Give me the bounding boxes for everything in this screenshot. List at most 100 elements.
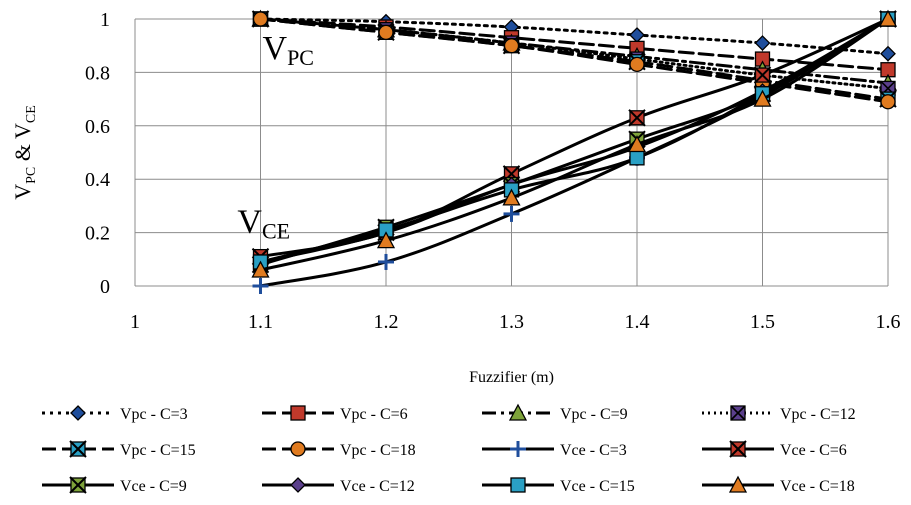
y-tick-label: 1 — [100, 9, 110, 31]
legend-label: Vpc - C=9 — [560, 406, 628, 423]
data-point — [251, 260, 270, 278]
data-point — [502, 188, 521, 206]
legend-label: Vce - C=18 — [780, 478, 855, 495]
data-point — [880, 94, 896, 110]
data-point — [628, 109, 646, 127]
y-tick-labels: 0 0.2 0.4 0.6 0.8 1 — [85, 9, 110, 298]
y-axis-title-part: V — [10, 184, 35, 200]
data-point — [378, 253, 394, 270]
series-line — [259, 17, 890, 90]
legend-label: Vpc - C=15 — [120, 442, 196, 459]
x-tick-label: 1.5 — [750, 311, 775, 333]
series-layer — [251, 9, 898, 294]
legend-label: Vce - C=9 — [120, 478, 187, 495]
data-point — [754, 35, 771, 51]
data-point — [70, 405, 86, 421]
series-line — [259, 17, 890, 272]
data-point — [69, 476, 87, 494]
x-tick-label: 1.2 — [374, 311, 399, 333]
annotation-base: V — [263, 30, 288, 67]
data-point — [510, 477, 526, 493]
legend-label: Vpc - C=18 — [340, 442, 416, 459]
data-point — [252, 278, 269, 294]
y-tick-label: 0.8 — [85, 62, 110, 84]
legend-item: Vce - C=9 — [42, 476, 187, 495]
data-point — [730, 405, 746, 421]
annotation-subscript: CE — [262, 219, 290, 244]
series-line — [259, 17, 890, 267]
legend-item: Vce - C=3 — [482, 441, 627, 459]
x-axis-title: Fuzzifier (m) — [469, 369, 554, 386]
legend: Vpc - C=3 Vpc - C=6 Vpc - C=9 Vpc - C=12 Vpc… — [42, 403, 856, 495]
grid-layer — [134, 18, 889, 287]
legend-item: Vpc - C=12 — [702, 405, 856, 423]
legend-item: Vce - C=15 — [482, 477, 635, 495]
y-tick-label: 0.6 — [85, 116, 110, 138]
legend-item: Vpc - C=18 — [262, 441, 416, 459]
legend-item: Vpc - C=9 — [482, 403, 628, 423]
data-point — [510, 441, 526, 457]
data-point — [627, 135, 647, 153]
data-point — [69, 440, 87, 458]
data-point — [252, 11, 269, 27]
data-point — [503, 205, 520, 222]
y-tick-label: 0.2 — [85, 223, 110, 245]
series-line — [259, 17, 890, 72]
series-12 — [251, 9, 898, 278]
y-tick-label: 0 — [100, 276, 110, 298]
legend-label: Vpc - C=3 — [120, 406, 188, 423]
series-line — [259, 17, 890, 264]
annotation-base: V — [237, 204, 262, 241]
data-point — [629, 27, 645, 43]
legend-label: Vce - C=6 — [780, 442, 847, 459]
data-point — [378, 24, 394, 40]
annotation-label: VCE — [237, 204, 290, 244]
data-point — [629, 150, 645, 166]
y-axis-title: VPC & VCE — [10, 105, 39, 200]
data-point — [753, 89, 772, 107]
data-point — [290, 405, 306, 421]
legend-item: Vce - C=18 — [702, 475, 855, 495]
y-tick-label: 0.4 — [85, 169, 110, 191]
y-axis-title-part: V — [10, 123, 35, 139]
annotation-label: VPC — [263, 30, 314, 70]
data-point — [753, 66, 772, 84]
data-point — [376, 231, 396, 249]
x-tick-label: 1.3 — [499, 311, 524, 333]
data-point — [503, 38, 520, 54]
x-tick-label: 1.1 — [248, 311, 273, 333]
y-axis-title-part: PC — [24, 167, 39, 184]
legend-item: Vpc - C=6 — [262, 405, 408, 423]
data-point — [729, 440, 747, 458]
y-axis-title-part: & — [10, 139, 35, 167]
data-point — [878, 9, 898, 27]
legend-label: Vce - C=12 — [340, 478, 415, 495]
data-point — [290, 477, 306, 493]
legend-label: Vpc - C=6 — [340, 406, 408, 423]
legend-item: Vpc - C=3 — [42, 405, 188, 423]
legend-item: Vpc - C=15 — [42, 440, 196, 459]
x-tick-labels: 1 1.1 1.2 1.3 1.4 1.5 1.6 — [130, 311, 901, 333]
annotation-subscript: PC — [287, 45, 314, 70]
data-point — [290, 441, 306, 457]
x-tick-label: 1 — [130, 311, 140, 333]
legend-item: Vce - C=12 — [262, 477, 415, 495]
y-axis-title-part: CE — [24, 105, 39, 123]
series-line — [259, 17, 890, 264]
data-point — [880, 45, 896, 62]
x-tick-label: 1.4 — [625, 311, 650, 333]
data-point — [728, 475, 748, 493]
data-point — [508, 403, 528, 421]
legend-item: Vce - C=6 — [702, 440, 847, 459]
series-line — [259, 17, 890, 259]
legend-label: Vce - C=15 — [560, 478, 635, 495]
legend-label: Vpc - C=12 — [780, 406, 856, 423]
series-line — [259, 17, 890, 288]
series-line — [259, 17, 890, 56]
data-point — [629, 56, 645, 73]
legend-label: Vce - C=3 — [560, 442, 627, 459]
x-tick-label: 1.6 — [876, 311, 901, 333]
